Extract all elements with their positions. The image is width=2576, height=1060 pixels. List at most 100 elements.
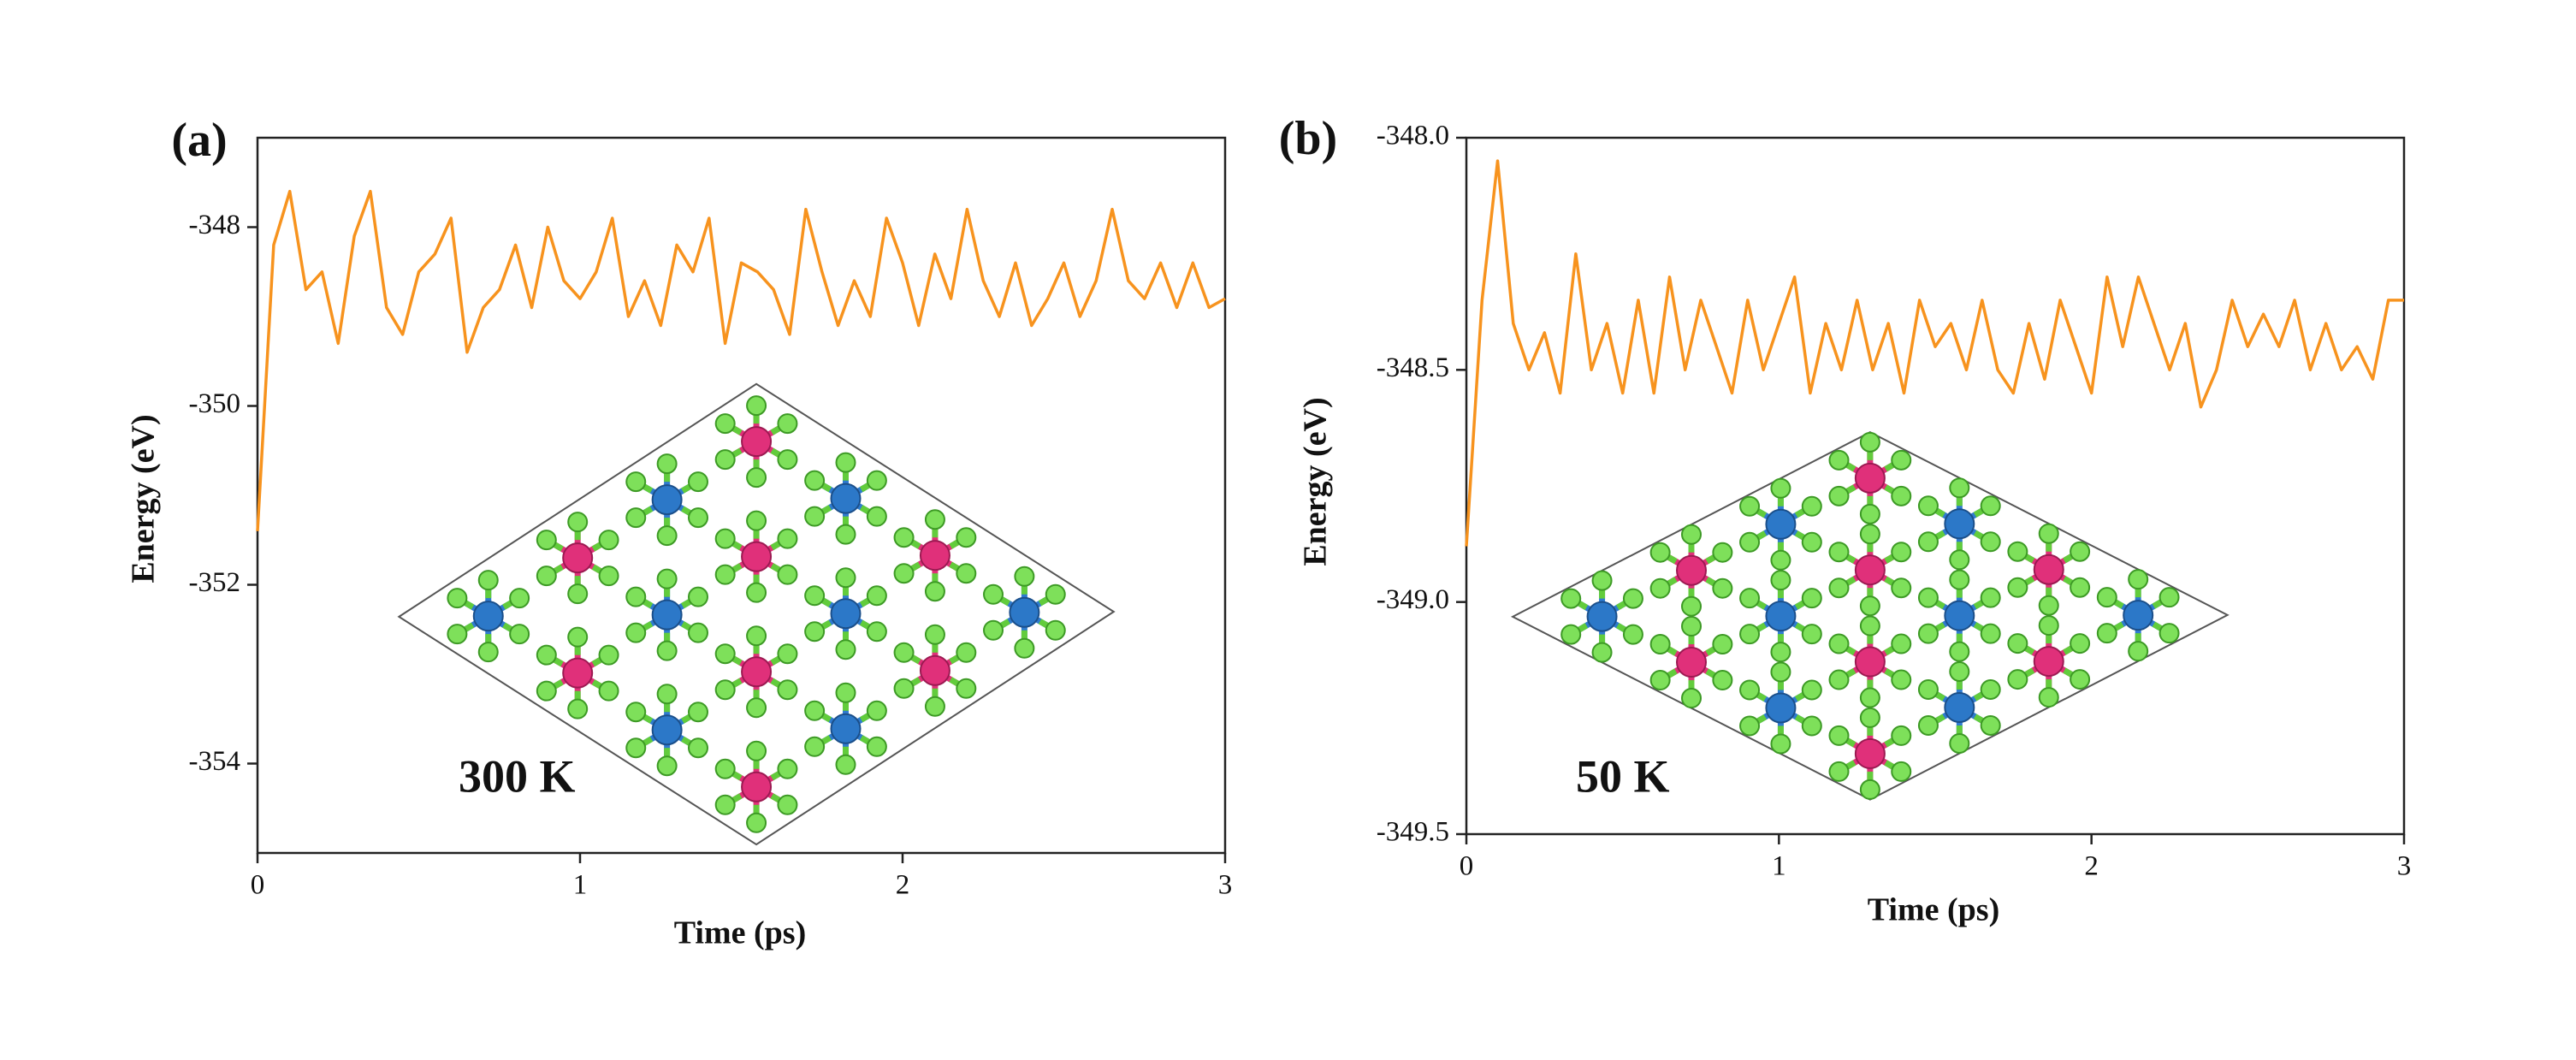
halogen-atom (1681, 688, 1703, 709)
halogen-atom (2070, 577, 2091, 598)
halogen-atom (688, 702, 709, 723)
halogen-atom (1949, 477, 1970, 499)
halogen-atom (1014, 566, 1035, 587)
halogen-atom (625, 471, 647, 493)
halogen-atom (625, 737, 647, 759)
halogen-atom (2007, 577, 2028, 598)
x-tick-label: 3 (1218, 870, 1233, 901)
halogen-atom (598, 530, 619, 551)
metal-atom-pink (2033, 554, 2064, 585)
metal-atom-blue (651, 599, 683, 631)
halogen-atom (1712, 542, 1733, 563)
halogen-atom (804, 585, 826, 607)
halogen-atom (1917, 678, 1939, 700)
halogen-atom (804, 736, 826, 757)
halogen-atom (1770, 549, 1791, 571)
halogen-atom (746, 812, 767, 833)
halogen-atom (1828, 485, 1850, 506)
halogen-atom (536, 644, 557, 666)
halogen-atom (777, 564, 798, 585)
halogen-atom (956, 527, 977, 548)
unit-cell (1510, 431, 2230, 801)
halogen-atom (1891, 725, 1912, 746)
halogen-atom (1801, 495, 1822, 517)
halogen-atom (1917, 587, 1939, 608)
halogen-atom (714, 528, 736, 549)
halogen-atom (625, 507, 647, 529)
halogen-atom (2159, 587, 2180, 608)
metal-atom-blue (830, 483, 862, 514)
halogen-atom (835, 754, 856, 775)
halogen-atom (924, 509, 945, 530)
halogen-atom (688, 507, 709, 529)
halogen-atom (1739, 624, 1761, 645)
halogen-atom (1891, 577, 1912, 599)
halogen-atom (1891, 761, 1912, 782)
halogen-atom (893, 678, 915, 699)
halogen-atom (1801, 531, 1822, 553)
halogen-atom (2070, 541, 2091, 562)
halogen-atom (1828, 577, 1850, 599)
y-axis-label: Energy (eV) (1298, 397, 1334, 566)
plot-frame (256, 136, 1227, 855)
metal-atom-blue (1944, 691, 1975, 723)
y-tick-label: -349.5 (1377, 817, 1449, 848)
metal-atom-pink (1854, 554, 1886, 586)
halogen-atom (1980, 587, 2001, 608)
halogen-atom (1859, 503, 1880, 524)
halogen-atom (893, 563, 915, 584)
halogen-atom (1739, 531, 1761, 553)
halogen-atom (1949, 660, 1970, 682)
halogen-atom (1859, 524, 1880, 545)
halogen-atom (835, 567, 856, 589)
halogen-atom (2007, 541, 2028, 562)
halogen-atom (777, 643, 798, 665)
halogen-atom (924, 581, 945, 602)
halogen-atom (1980, 714, 2001, 736)
halogen-atom (656, 755, 678, 777)
metal-atom-blue (1765, 508, 1797, 540)
halogen-atom (746, 510, 767, 531)
halogen-atom (2128, 641, 2149, 662)
y-tick-label: -349.0 (1377, 584, 1449, 615)
halogen-atom (656, 684, 678, 705)
metal-atom-blue (651, 484, 683, 516)
halogen-atom (956, 563, 977, 584)
halogen-atom (2038, 687, 2059, 708)
halogen-atom (598, 644, 619, 666)
halogen-atom (1560, 588, 1582, 609)
panel-label: (b) (1279, 112, 1337, 165)
halogen-atom (1891, 542, 1912, 563)
halogen-atom (688, 737, 709, 759)
metal-atom-pink (1854, 462, 1886, 494)
metal-atom-pink (1676, 554, 1708, 586)
halogen-atom (714, 564, 736, 585)
metal-atom-blue (2123, 600, 2154, 631)
halogen-atom (477, 570, 499, 591)
y-tick-label: -348.0 (1377, 121, 1449, 151)
halogen-atom (1801, 624, 1822, 645)
x-axis-label: Time (ps) (1868, 892, 1999, 928)
halogen-atom (447, 588, 468, 609)
metal-atom-pink (562, 657, 594, 689)
metal-atom-pink (919, 540, 950, 571)
halogen-atom (746, 697, 767, 719)
crystal-structure-inset (1510, 431, 2230, 801)
energy-line (1465, 159, 2404, 547)
halogen-atom (1649, 670, 1671, 691)
halogen-atom (746, 625, 767, 647)
halogen-atom (1859, 779, 1880, 800)
halogen-atom (2070, 633, 2091, 654)
metal-atom-blue (1944, 600, 1975, 631)
halogen-atom (1859, 615, 1880, 637)
halogen-atom (567, 626, 589, 648)
halogen-atom (1828, 725, 1850, 746)
halogen-atom (804, 621, 826, 643)
metal-atom-pink (562, 542, 594, 574)
halogen-atom (1649, 634, 1671, 655)
metal-atom-pink (741, 771, 773, 802)
metal-atom-blue (1944, 508, 1975, 540)
halogen-atom (1801, 715, 1822, 737)
halogen-atom (1980, 678, 2001, 700)
halogen-atom (746, 467, 767, 489)
